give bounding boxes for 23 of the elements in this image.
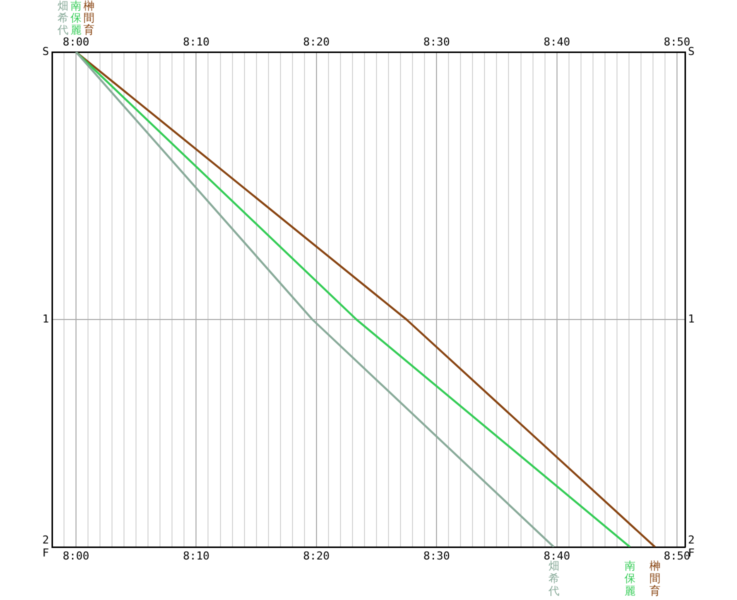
y-tick-label: S xyxy=(42,44,49,58)
y-tick-label: 1 xyxy=(42,312,49,326)
y2-tick-label: S xyxy=(688,44,695,58)
x2-tick-label: 8:20 xyxy=(303,35,330,48)
y-tick-label: 2 F xyxy=(42,533,49,560)
x-tick-label: 8:20 xyxy=(303,549,330,562)
x-tick-label: 8:10 xyxy=(182,549,210,562)
x-tick-label: 8:50 xyxy=(664,549,690,562)
x2-tick-label: 8:10 xyxy=(182,35,210,48)
x2-tick-label: 8:30 xyxy=(423,35,450,48)
x-tick-label: 8:30 xyxy=(423,549,450,562)
series-label: 南保麗 xyxy=(624,559,636,598)
x2-tick-label: 8:00 xyxy=(62,35,90,48)
text: 畑希代 xyxy=(58,0,69,36)
text: 榊間育 xyxy=(84,0,95,36)
series-label: 畑希代 xyxy=(547,559,560,598)
x-tick-label: 8:00 xyxy=(62,549,90,562)
series-label: 榊間育 xyxy=(650,559,660,598)
x2-tick-label: 8:50 xyxy=(664,35,690,48)
y2-tick-label: 1 xyxy=(688,312,695,326)
text: 南保麗 xyxy=(70,0,82,36)
x2-tick-label: 8:40 xyxy=(544,35,570,48)
y2-tick-label: 2 F xyxy=(688,533,695,560)
